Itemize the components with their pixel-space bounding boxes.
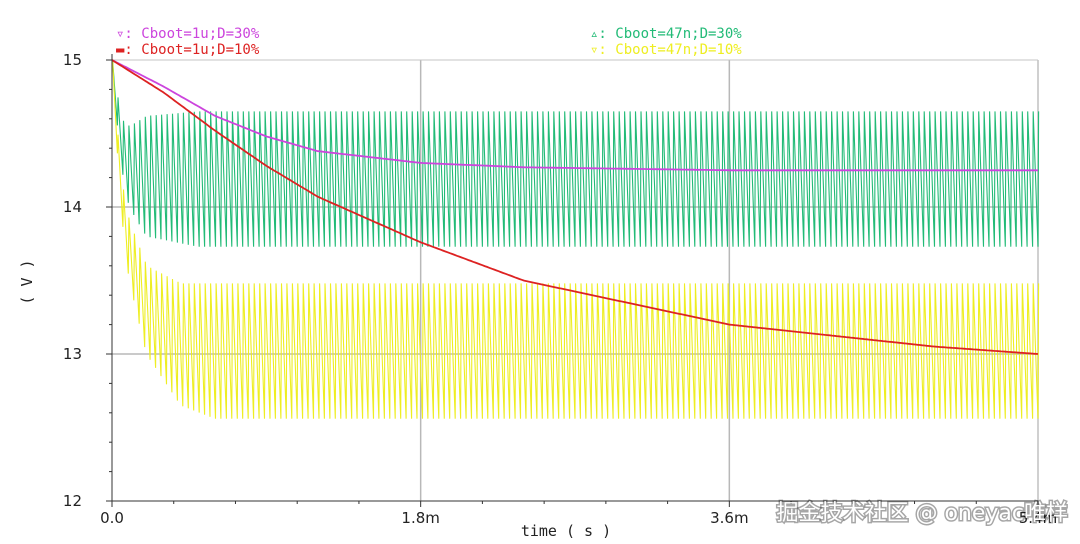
y-tick-label: 15: [63, 51, 82, 69]
series-layer: [111, 59, 1040, 419]
y-tick-label: 12: [63, 492, 82, 510]
y-tick-label: 13: [63, 345, 82, 363]
legend-entry: ▵: Cboot=47n;D=30%: [590, 26, 742, 42]
tick-labels: 0.0 1.8m 3.6m 5.4m 12 13 14 15: [63, 51, 1057, 527]
series-line-Cboot=47n;D=30%: [112, 59, 1040, 247]
series-line-Cboot=1u;D=30%: [111, 59, 1038, 172]
legend: ▿: Cboot=1u;D=30%▬: Cboot=1u;D=10% ▵: Cbo…: [116, 26, 742, 58]
legend-entry: ▿: Cboot=1u;D=30%: [116, 26, 260, 42]
series-line-Cboot=1u;D=10%: [111, 59, 1039, 355]
axes: [106, 54, 1039, 507]
x-tick-label: 3.6m: [710, 509, 748, 527]
x-tick-label: 1.8m: [401, 509, 439, 527]
y-tick-label: 14: [63, 198, 82, 216]
series-line-Cboot=47n;D=10%: [112, 59, 1040, 419]
x-tick-label: 5.4m: [1019, 509, 1057, 527]
x-tick-label: 0.0: [100, 509, 124, 527]
legend-entry: ▬: Cboot=1u;D=10%: [116, 42, 260, 58]
x-axis-label: time ( s ): [521, 522, 611, 540]
watermark: 掘金技术社区 @ oneyac唯样: [776, 501, 1068, 526]
legend-entry: ▿: Cboot=47n;D=10%: [590, 42, 742, 58]
y-axis-label: ( V ): [18, 259, 36, 304]
